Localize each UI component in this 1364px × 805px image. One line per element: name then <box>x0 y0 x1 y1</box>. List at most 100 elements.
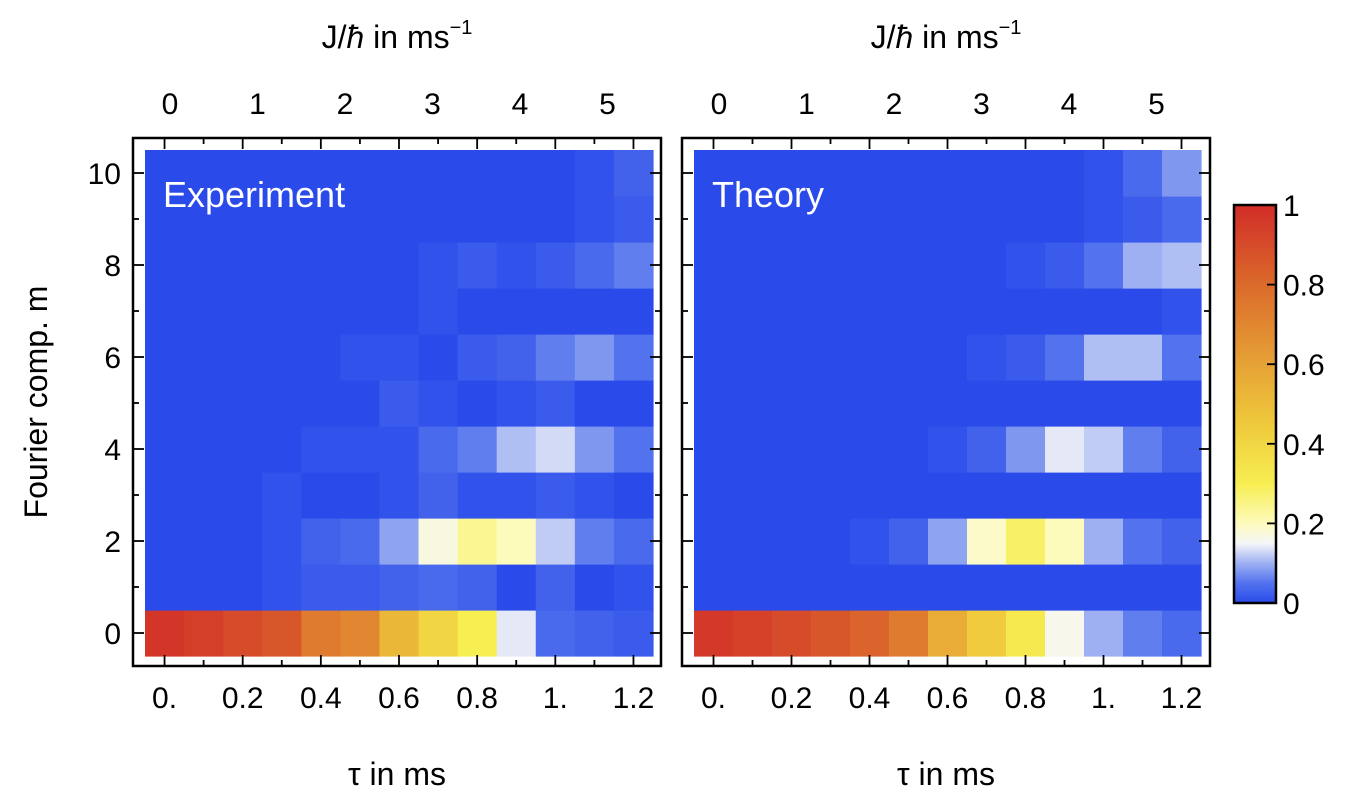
heatmap-cell <box>811 288 851 335</box>
heatmap-cell <box>1084 150 1124 197</box>
heatmap-cell <box>889 472 929 519</box>
heatmap-cell <box>733 518 773 565</box>
heatmap-cells-theory <box>694 150 1202 657</box>
heatmap-cell <box>1123 472 1163 519</box>
heatmap-cell <box>262 150 302 197</box>
bottom-axis-title-theory: τ in ms <box>897 756 995 792</box>
heatmap-cell <box>457 518 498 565</box>
heatmap-cell <box>379 472 420 519</box>
heatmap-cell <box>340 196 381 243</box>
panel-label-experiment: Experiment <box>163 174 345 215</box>
heatmap-cell <box>1084 196 1124 243</box>
heatmap-cell <box>928 426 968 473</box>
top-axis-title-exponent: −1 <box>999 17 1022 39</box>
heatmap-cell <box>574 242 615 289</box>
x-bottom-tick-label: 0.4 <box>300 682 342 715</box>
top-axis-title-theory: J/ħ in ms−1 <box>871 17 1022 55</box>
ticks-experiment: 0. 0.2 0.4 0.6 0.8 1. 1.2 0 1 2 3 4 5 0 2 4 6 8 10 <box>88 88 661 715</box>
colorbar-tick-label: 1 <box>1283 190 1300 223</box>
heatmap-cell <box>1006 150 1046 197</box>
heatmap-cell <box>262 518 302 565</box>
top-axis-title-exponent: −1 <box>450 17 473 39</box>
heatmap-cell <box>184 380 224 427</box>
y-tick-label: 2 <box>104 526 121 559</box>
heatmap-cell <box>967 472 1007 519</box>
heatmap-cell <box>184 288 224 335</box>
heatmap-cell <box>1162 426 1202 473</box>
heatmap-cell <box>811 564 851 611</box>
panel-label-theory: Theory <box>712 174 824 215</box>
heatmap-cell <box>967 150 1007 197</box>
heatmap-cell <box>496 610 537 657</box>
heatmap-cell <box>1162 242 1202 289</box>
top-axis-title-hbar: ħ <box>895 19 913 55</box>
heatmap-cell <box>340 150 381 197</box>
heatmap-cell <box>928 150 968 197</box>
heatmap-cell <box>145 288 185 335</box>
heatmap-cell <box>733 426 773 473</box>
heatmap-cell <box>340 288 381 335</box>
x-top-tick-label: 1 <box>798 88 815 121</box>
heatmap-cell <box>223 518 263 565</box>
heatmap-cell <box>613 334 654 381</box>
heatmap-cell <box>1045 380 1085 427</box>
x-top-tick-label: 2 <box>886 88 903 121</box>
heatmap-cell <box>1162 518 1202 565</box>
colorbar-tick-label: 0.4 <box>1283 429 1325 462</box>
heatmap-cell <box>850 518 890 565</box>
heatmap-cell <box>1162 472 1202 519</box>
heatmap-cell <box>1123 564 1163 611</box>
heatmap-cell <box>1123 288 1163 335</box>
heatmap-cell <box>889 150 929 197</box>
heatmap-cell <box>1123 518 1163 565</box>
heatmap-cell <box>574 288 615 335</box>
heatmap-cell <box>889 242 929 289</box>
heatmap-cell <box>379 242 420 289</box>
heatmap-cell <box>1123 610 1163 657</box>
heatmap-cell <box>1084 334 1124 381</box>
heatmap-cell <box>889 196 929 243</box>
heatmap-cell <box>535 288 576 335</box>
heatmap-cell <box>457 196 498 243</box>
heatmap-cell <box>1045 518 1085 565</box>
heatmap-cell <box>772 334 812 381</box>
heatmap-cell <box>967 196 1007 243</box>
heatmap-cell <box>928 242 968 289</box>
heatmap-cell <box>1084 426 1124 473</box>
heatmap-cell <box>379 610 420 657</box>
heatmap-cell <box>967 426 1007 473</box>
colorbar-tick-label: 0.8 <box>1283 270 1325 303</box>
heatmap-cell <box>418 472 459 519</box>
heatmap-cell <box>733 242 773 289</box>
heatmap-cell <box>535 472 576 519</box>
heatmap-cell <box>1162 380 1202 427</box>
x-bottom-tick-label: 0.4 <box>849 682 891 715</box>
heatmap-cell <box>496 472 537 519</box>
top-axis-title-prefix: J/ <box>322 19 347 55</box>
heatmap-cell <box>262 426 302 473</box>
plot-frame-theory <box>680 136 1212 668</box>
heatmap-cell <box>379 518 420 565</box>
heatmap-cell <box>967 334 1007 381</box>
heatmap-cell <box>967 518 1007 565</box>
heatmap-cell <box>928 196 968 243</box>
heatmap-cell <box>535 426 576 473</box>
colorbar-ticks: 0 0.2 0.4 0.6 0.8 1 <box>1267 190 1325 621</box>
heatmap-cell <box>418 564 459 611</box>
x-top-tick-label: 5 <box>1148 88 1165 121</box>
heatmap-cell <box>145 518 185 565</box>
heatmap-cell <box>457 426 498 473</box>
panel-experiment: 0. 0.2 0.4 0.6 0.8 1. 1.2 0 1 2 3 4 5 0 2 4 6 8 10 Experim… <box>88 88 663 715</box>
x-bottom-tick-label: 0. <box>701 682 726 715</box>
heatmap-cell <box>340 518 381 565</box>
x-bottom-tick-label: 1.2 <box>613 682 655 715</box>
heatmap-cell <box>1006 242 1046 289</box>
heatmap-cell <box>889 380 929 427</box>
heatmap-cell <box>850 472 890 519</box>
heatmap-cell <box>733 472 773 519</box>
heatmap-cell <box>340 610 381 657</box>
heatmap-cell <box>223 610 263 657</box>
heatmap-cell <box>1162 288 1202 335</box>
heatmap-cell <box>145 196 185 243</box>
heatmap-cell <box>574 564 615 611</box>
